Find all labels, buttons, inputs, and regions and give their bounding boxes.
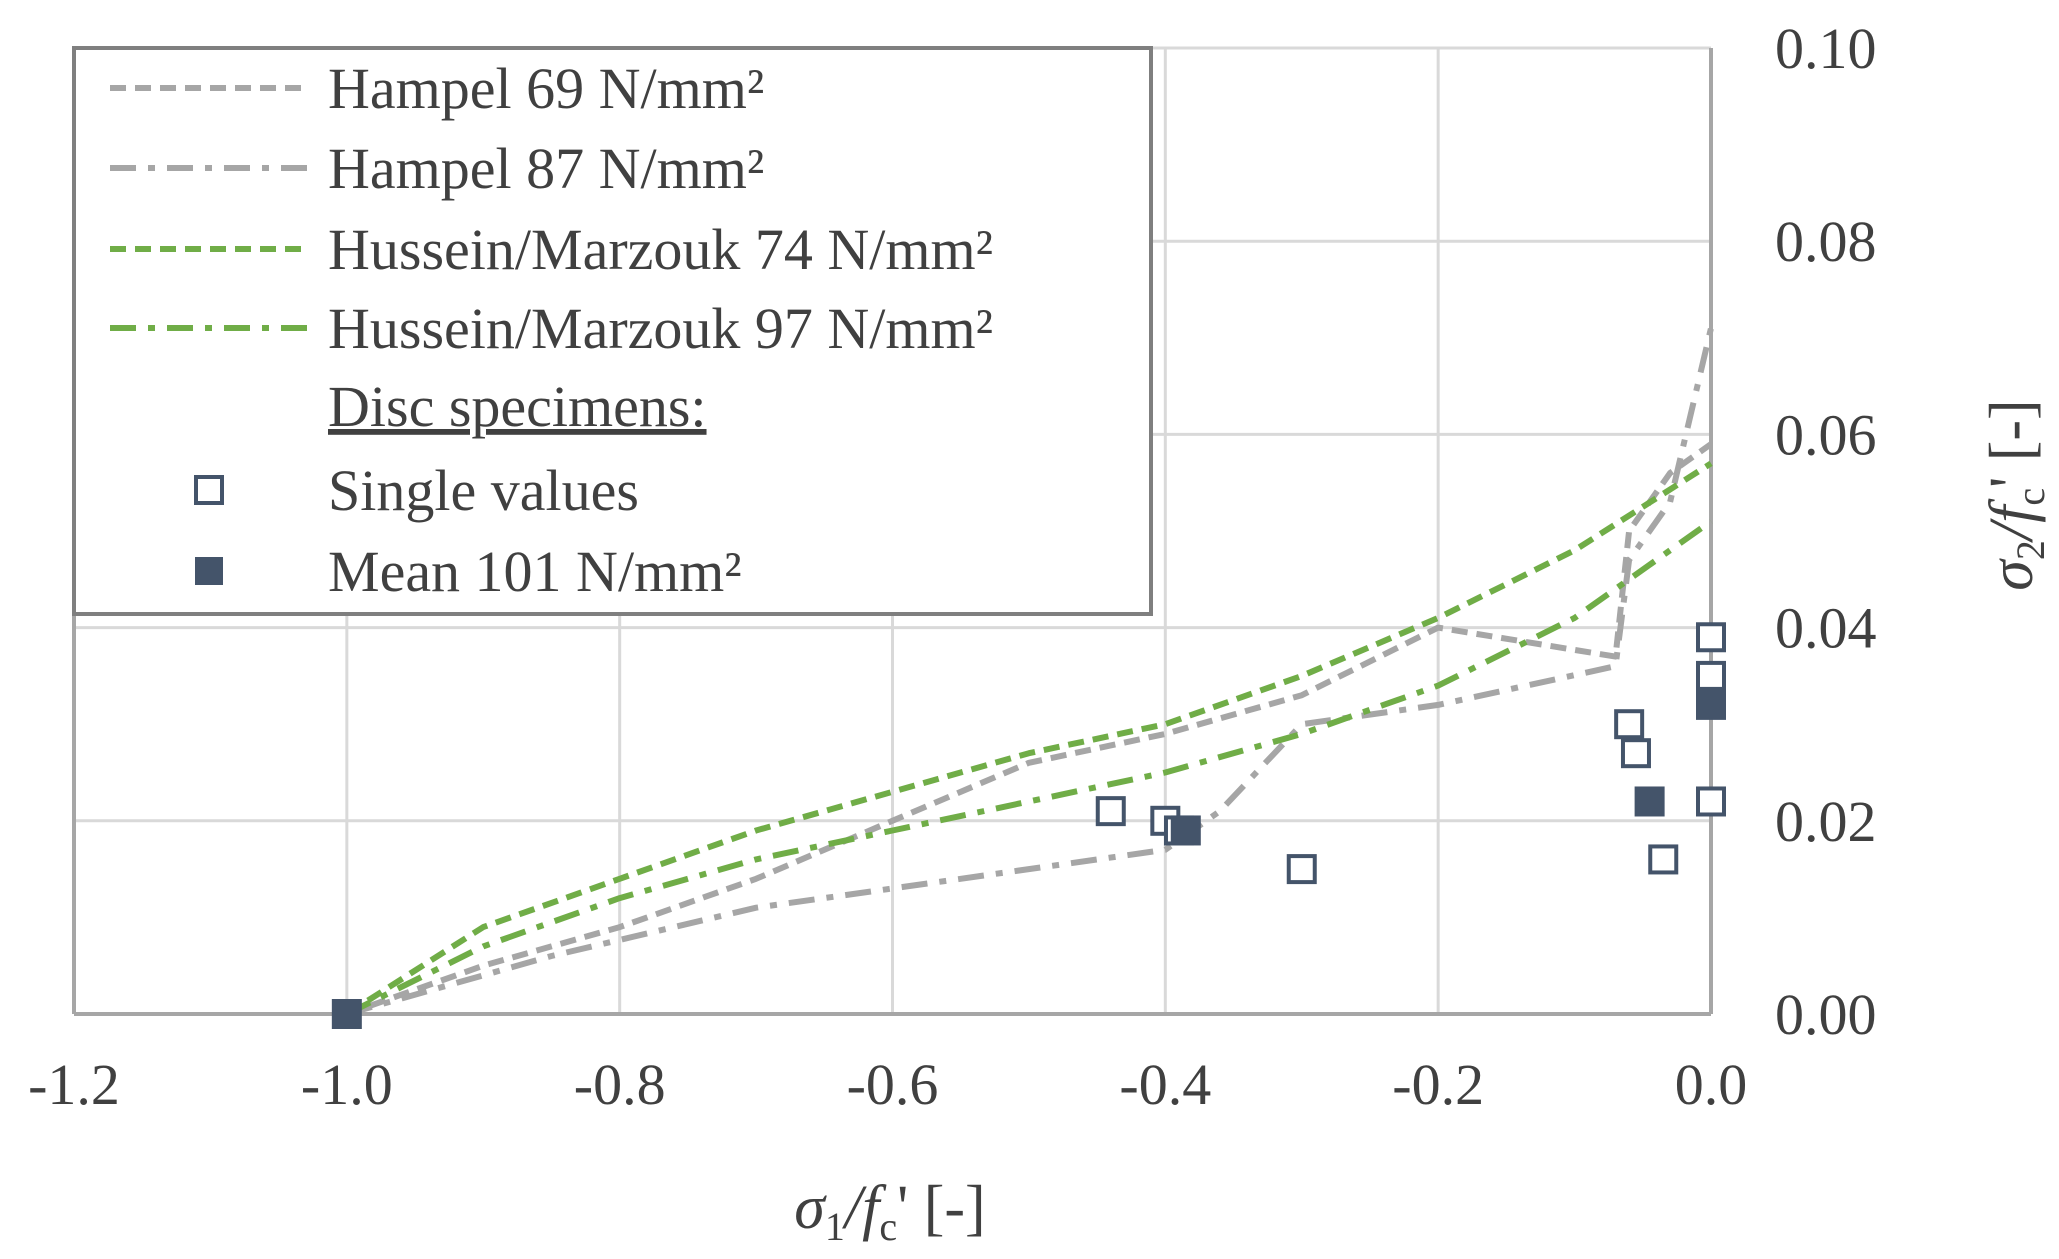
mean-marker [1634, 786, 1665, 817]
mean-marker [331, 999, 362, 1029]
single-value-marker [1696, 660, 1726, 691]
legend-label: Disc specimens: [328, 374, 707, 439]
x-tick-label: -1.2 [28, 1052, 120, 1117]
legend-label: Mean 101 N/mm² [328, 539, 742, 604]
x-tick-label: -0.4 [1119, 1052, 1211, 1117]
single-value-marker [1286, 854, 1317, 885]
legend-box [72, 46, 1153, 616]
legend-entry: Hampel 87 N/mm² [110, 136, 764, 201]
y-tick-label: 0.06 [1775, 402, 1877, 467]
legend-entry: Hussein/Marzouk 74 N/mm² [110, 217, 993, 282]
x-tick-label: -0.6 [847, 1052, 939, 1117]
series-line [345, 460, 1713, 1017]
mean-marker [1696, 689, 1726, 720]
y-tick-label: 0.02 [1775, 789, 1877, 854]
legend-label: Hampel 69 N/mm² [328, 56, 764, 121]
legend-entry: Single values [194, 458, 639, 523]
legend-entry: Hussein/Marzouk 97 N/mm² [110, 296, 993, 361]
legend: Hampel 69 N/mm² Hampel 87 N/mm² Hussein/Ma… [72, 46, 1153, 616]
y-axis-title: σ2/fc' [-] [1978, 399, 2053, 590]
series-line [345, 518, 1713, 1017]
x-axis-title: σ1/fc' [-] [794, 1174, 985, 1249]
mean-marker [1170, 815, 1201, 846]
legend-entry: Disc specimens: [328, 374, 707, 439]
single-value-marker [1614, 709, 1645, 740]
single-value-marker [1095, 796, 1126, 827]
legend-entry: Hampel 69 N/mm² [110, 56, 764, 121]
data-markers [331, 622, 1726, 1029]
legend-label: Hussein/Marzouk 74 N/mm² [328, 217, 993, 282]
legend-label: Single values [328, 458, 639, 523]
legend-swatch [195, 557, 223, 585]
single-value-marker [1696, 622, 1726, 653]
legend-label: Hampel 87 N/mm² [328, 136, 764, 201]
x-tick-label: 0.0 [1675, 1052, 1748, 1117]
single-value-marker [1648, 844, 1679, 875]
series-lines [345, 327, 1714, 1017]
series-line [345, 441, 1713, 1017]
x-tick-label: -0.2 [1392, 1052, 1484, 1117]
legend-label: Hussein/Marzouk 97 N/mm² [328, 296, 993, 361]
legend-entry: Mean 101 N/mm² [195, 539, 742, 604]
single-value-marker [1620, 738, 1651, 769]
single-value-marker [1696, 786, 1726, 817]
y-tick-label: 0.10 [1775, 16, 1877, 81]
x-tick-label: -0.8 [574, 1052, 666, 1117]
y-tick-label: 0.04 [1775, 596, 1877, 661]
legend-swatch [194, 475, 224, 505]
x-tick-label: -1.0 [301, 1052, 393, 1117]
tick-labels: -1.2 -1.0 -0.8 -0.6 -0.4 -0.2 0.0 0.00 0.02 0.04 0… [28, 16, 1876, 1117]
y-tick-label: 0.00 [1775, 982, 1877, 1047]
y-tick-label: 0.08 [1775, 209, 1877, 274]
